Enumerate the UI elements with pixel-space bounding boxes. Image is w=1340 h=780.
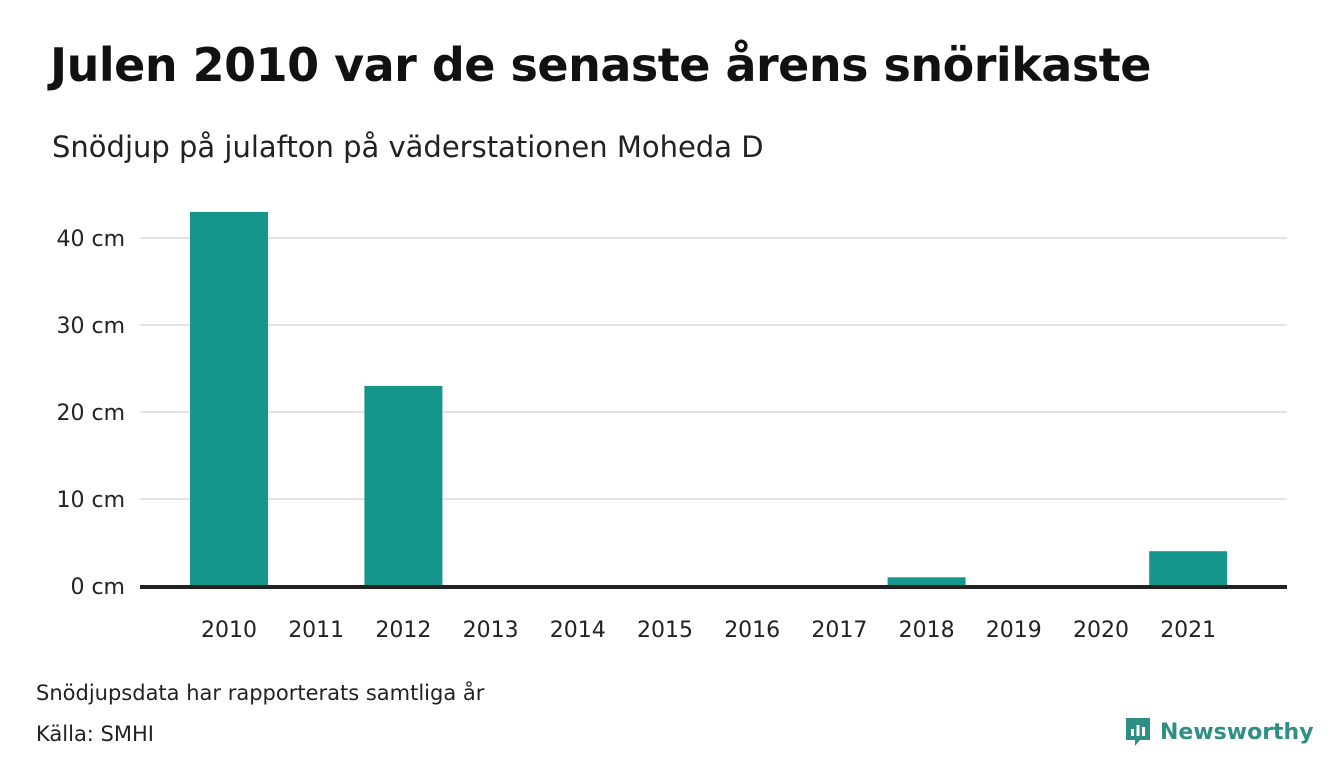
- gridlines: [140, 237, 1287, 500]
- x-axis-ticks: 2010 2011 2012 2013 2014 2015 2016 2017 2018 2019…: [201, 618, 1216, 643]
- chart-subtitle: Snödjup på julafton på väderstationen Mo…: [52, 130, 764, 164]
- x-tick-label: 2014: [550, 618, 606, 643]
- x-tick-label: 2016: [724, 618, 780, 643]
- y-tick-label: 0 cm: [70, 575, 125, 600]
- brand-logo[interactable]: Newsworthy: [1124, 716, 1314, 748]
- x-tick-label: 2017: [811, 618, 867, 643]
- chart-title: Julen 2010 var de senaste årens snörikas…: [50, 38, 1151, 92]
- y-axis-ticks: 0 cm 10 cm 20 cm 30 cm 40 cm: [56, 227, 125, 600]
- x-tick-label: 2010: [201, 618, 257, 643]
- source-note: Källa: SMHI: [36, 722, 154, 746]
- y-tick-label: 10 cm: [56, 488, 125, 513]
- footnote: Snödjupsdata har rapporterats samtliga å…: [36, 681, 485, 705]
- brand-name: Newsworthy: [1160, 719, 1314, 745]
- x-tick-label: 2020: [1073, 618, 1129, 643]
- newsworthy-logo-icon: [1126, 718, 1150, 746]
- bar-2018: [887, 577, 966, 586]
- x-tick-label: 2018: [899, 618, 955, 643]
- y-tick-label: 40 cm: [56, 227, 125, 252]
- x-tick-label: 2012: [375, 618, 431, 643]
- x-tick-label: 2015: [637, 618, 693, 643]
- y-tick-label: 30 cm: [56, 314, 125, 339]
- bars: [190, 211, 1228, 586]
- x-tick-label: 2011: [288, 618, 344, 643]
- y-tick-label: 20 cm: [56, 401, 125, 426]
- x-tick-label: 2021: [1160, 618, 1216, 643]
- bar-2010: [190, 211, 268, 586]
- x-tick-label: 2013: [463, 618, 519, 643]
- x-tick-label: 2019: [986, 618, 1042, 643]
- bar-2021: [1149, 551, 1228, 586]
- bar-2012: [364, 385, 443, 586]
